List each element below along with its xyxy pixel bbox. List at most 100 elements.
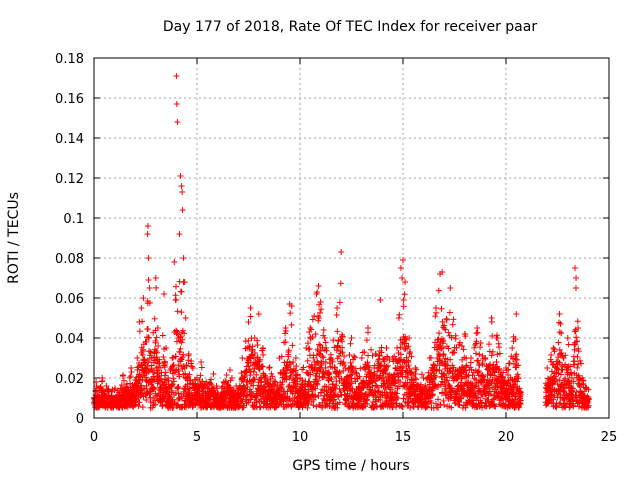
- data-point-marker: [400, 296, 407, 303]
- data-point-marker: [341, 353, 348, 360]
- data-point-marker: [147, 399, 154, 406]
- data-point-marker: [445, 345, 452, 352]
- data-point-marker: [565, 395, 572, 402]
- data-point-marker: [417, 381, 424, 388]
- data-point-marker: [271, 378, 278, 385]
- data-point-marker: [432, 313, 439, 320]
- data-point-marker: [580, 380, 587, 387]
- data-point-marker: [568, 384, 575, 391]
- data-point-marker: [412, 370, 419, 377]
- data-point-marker: [377, 362, 384, 369]
- data-point-marker: [481, 376, 488, 383]
- data-point-marker: [438, 345, 445, 352]
- data-point-marker: [304, 399, 311, 406]
- data-point-marker: [548, 351, 555, 358]
- data-point-marker: [493, 358, 500, 365]
- data-point-marker: [169, 381, 176, 388]
- data-point-marker: [308, 326, 315, 333]
- data-point-marker: [557, 400, 564, 407]
- data-point-marker: [161, 291, 168, 297]
- data-point-marker: [144, 325, 151, 332]
- data-point-marker: [494, 351, 501, 358]
- data-point-marker: [383, 345, 390, 351]
- data-point-marker: [178, 309, 185, 316]
- data-point-marker: [428, 354, 435, 361]
- x-tick-label: 5: [193, 430, 201, 445]
- data-point-marker: [471, 375, 478, 382]
- data-point-marker: [509, 345, 516, 351]
- data-point-marker: [349, 368, 356, 375]
- data-point-marker: [385, 362, 392, 369]
- data-point-marker: [153, 334, 160, 341]
- data-point-marker: [402, 279, 409, 285]
- data-point-marker: [480, 373, 487, 380]
- data-point-marker: [396, 311, 403, 318]
- data-point-marker: [144, 231, 151, 237]
- data-point-marker: [135, 402, 142, 409]
- data-point-marker: [310, 402, 317, 409]
- data-point-marker: [373, 382, 380, 389]
- data-point-marker: [429, 391, 436, 398]
- data-point-marker: [131, 402, 138, 409]
- data-point-marker: [328, 376, 335, 383]
- data-point-marker: [333, 347, 340, 354]
- data-point-marker: [443, 316, 450, 323]
- data-point-marker: [247, 372, 254, 379]
- data-point-marker: [397, 351, 404, 358]
- data-point-marker: [576, 375, 583, 382]
- data-point-marker: [438, 335, 445, 342]
- data-point-marker: [377, 297, 384, 303]
- data-point-marker: [550, 379, 557, 386]
- data-point-marker: [474, 369, 481, 376]
- data-point-marker: [395, 383, 402, 390]
- data-point-marker: [310, 396, 317, 403]
- data-point-marker: [135, 377, 142, 384]
- data-point-marker: [153, 284, 160, 291]
- data-point-marker: [317, 309, 324, 316]
- data-point-marker: [408, 353, 415, 360]
- y-tick-label: 0.1: [63, 212, 84, 227]
- data-point-marker: [368, 346, 375, 353]
- data-point-marker: [309, 334, 316, 341]
- data-point-marker: [314, 289, 321, 296]
- data-point-marker: [397, 378, 404, 385]
- data-point-marker: [413, 366, 420, 373]
- data-point-marker: [380, 355, 387, 362]
- data-point-marker: [174, 384, 181, 391]
- data-point-marker: [413, 376, 420, 383]
- data-point-marker: [198, 364, 205, 371]
- data-point-marker: [306, 345, 313, 352]
- data-point-marker: [136, 399, 143, 406]
- data-point-marker: [348, 335, 355, 341]
- data-point-marker: [291, 394, 298, 401]
- data-point-marker: [456, 401, 463, 408]
- data-point-marker: [306, 378, 313, 385]
- y-tick-label: 0.18: [55, 52, 84, 67]
- data-point-marker: [440, 370, 447, 377]
- data-point-marker: [159, 332, 166, 339]
- data-point-marker: [218, 385, 225, 392]
- data-point-marker: [440, 337, 447, 344]
- data-point-marker: [573, 275, 580, 281]
- data-point-marker: [558, 349, 565, 356]
- data-point-marker: [247, 313, 254, 320]
- y-tick-label: 0.16: [55, 92, 84, 107]
- data-point-marker: [178, 339, 185, 346]
- data-point-marker: [557, 371, 564, 378]
- data-point-marker: [551, 348, 558, 355]
- data-point-marker: [289, 390, 296, 397]
- data-point-marker: [473, 330, 480, 337]
- data-point-marker: [256, 366, 263, 373]
- data-point-marker: [567, 363, 574, 370]
- data-point-marker: [372, 393, 379, 400]
- data-point-marker: [143, 338, 150, 345]
- data-points: [91, 73, 592, 411]
- data-point-marker: [162, 369, 169, 376]
- data-point-marker: [512, 355, 519, 362]
- data-point-marker: [300, 364, 307, 371]
- data-point-marker: [245, 363, 252, 370]
- data-point-marker: [307, 371, 314, 378]
- data-point-marker: [146, 299, 153, 306]
- data-point-marker: [386, 356, 393, 363]
- data-point-marker: [335, 373, 342, 380]
